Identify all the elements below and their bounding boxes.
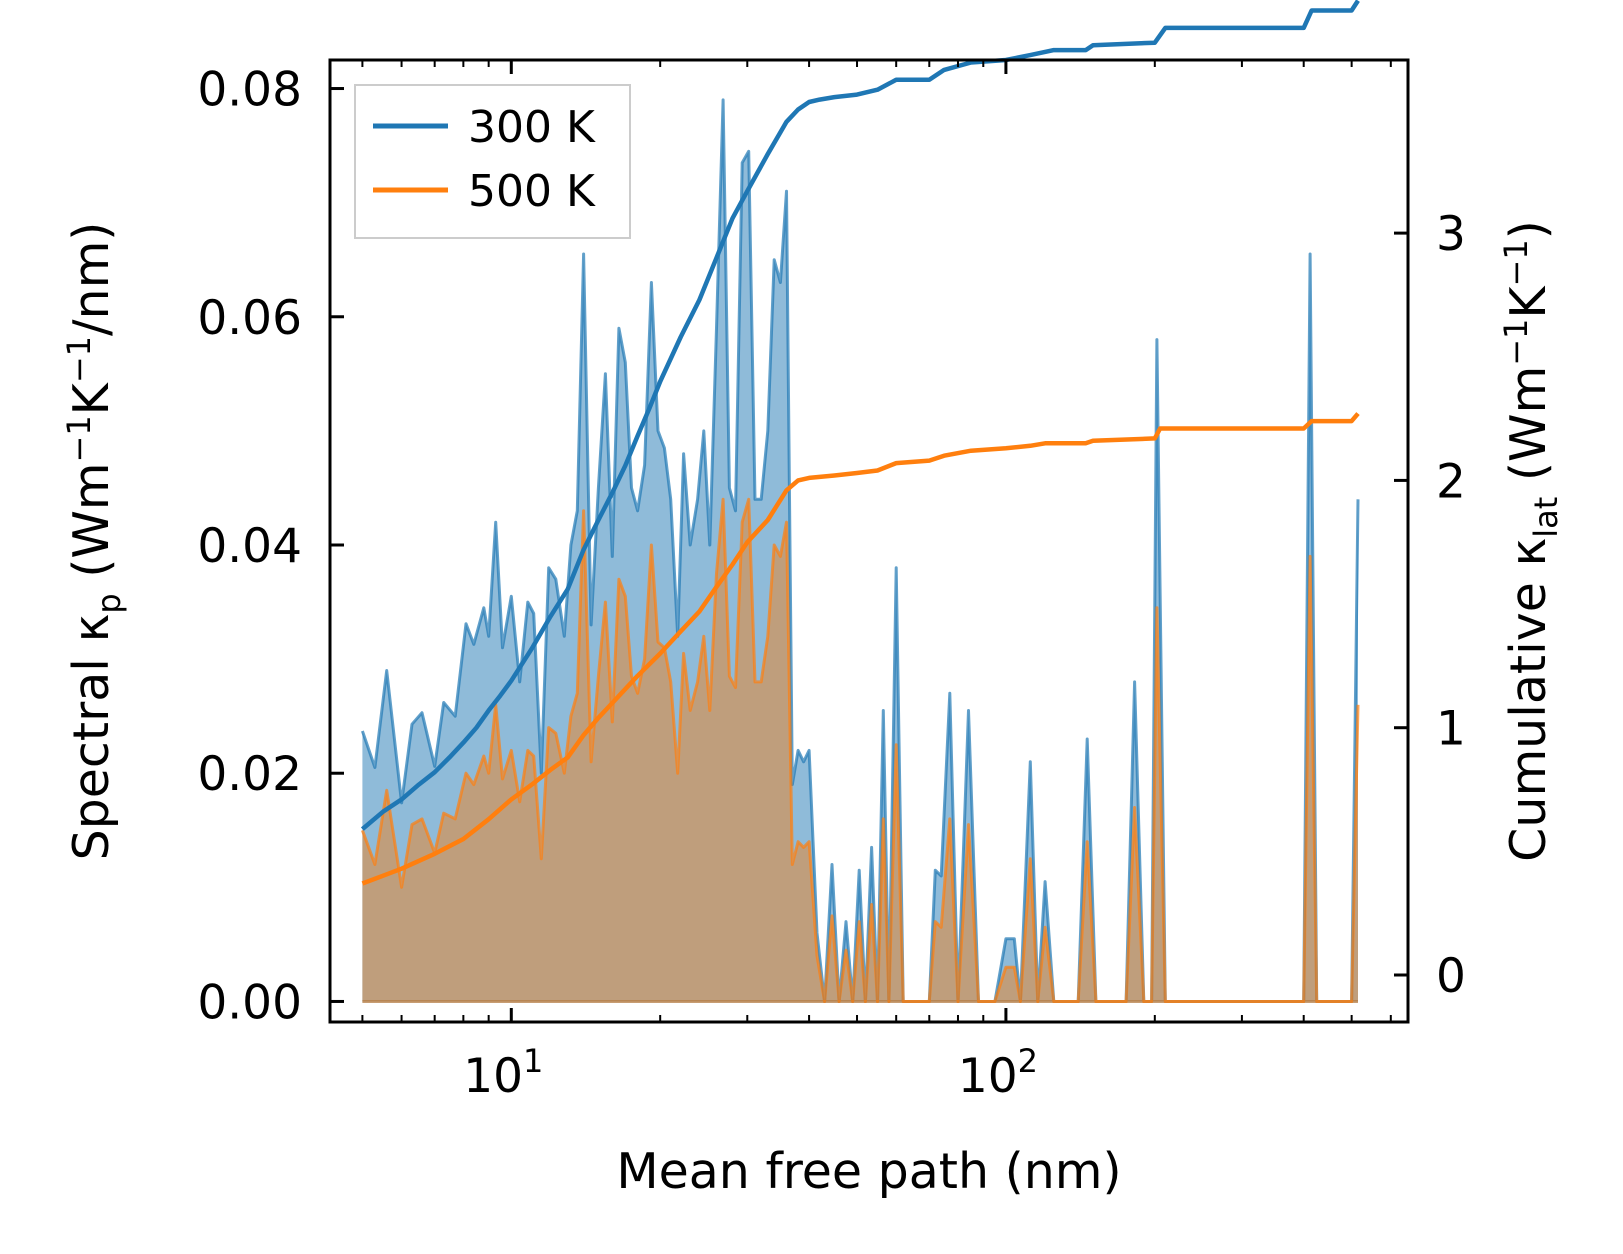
legend: 300 K 500 K — [354, 84, 631, 239]
spectral-line-500k — [360, 497, 1360, 1003]
plot-frame — [328, 58, 1410, 1024]
x-axis-title: Mean free path (nm) — [616, 1143, 1121, 1200]
spectral-fills — [362, 99, 1358, 1002]
axis-ticks — [330, 60, 1408, 1022]
y-right-tick-label: 1 — [1436, 702, 1466, 757]
y-left-tick-label: 0.08 — [197, 63, 302, 118]
cumulative-line-300k — [360, 0, 1360, 831]
y-right-tick-label: 2 — [1436, 454, 1466, 509]
cumulative-line-500k — [361, 412, 1360, 886]
y-right-tick-label: 3 — [1436, 207, 1466, 262]
y-left-tick-label: 0.06 — [197, 291, 302, 346]
y-right-tick-label: 0 — [1436, 949, 1466, 1004]
x-tick-label: 102 — [958, 1042, 1038, 1104]
y-left-tick-label: 0.04 — [197, 519, 302, 574]
spectral-lines — [360, 98, 1360, 1003]
spectral-line-300k — [360, 98, 1360, 1003]
tick-labels: 101 102 0.00 0.02 0.04 0.06 0.08 0 1 2 3 — [197, 63, 1466, 1104]
legend-label-300k: 300 K — [468, 102, 596, 153]
legend-label-500k: 500 K — [468, 166, 596, 217]
spectral-fill-500k — [362, 499, 1358, 1002]
left-y-axis-title: Spectral κp (Wm−1K−1/nm) — [60, 222, 128, 861]
x-tick-label: 101 — [463, 1042, 543, 1104]
cumulative-lines — [360, 0, 1360, 886]
y-left-tick-label: 0.00 — [197, 975, 302, 1030]
y-left-tick-label: 0.02 — [197, 747, 302, 802]
legend-frame — [354, 84, 631, 239]
right-y-axis-title: Cumulative κlat (Wm−1K−1) — [1497, 220, 1565, 862]
